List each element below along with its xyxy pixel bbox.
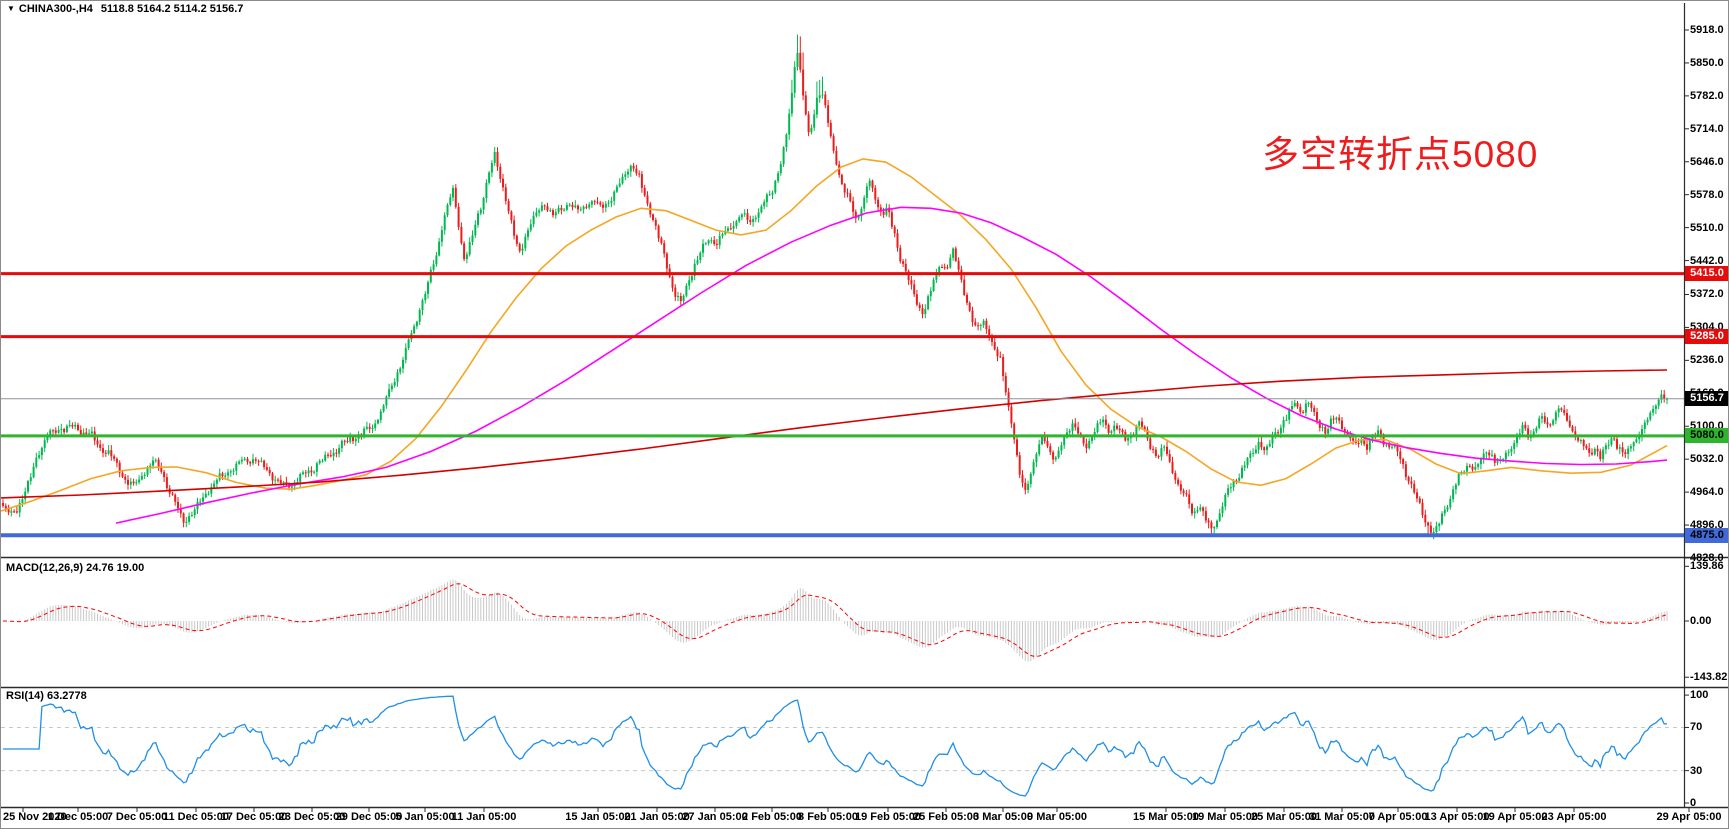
date-label: 9 Mar 05:00 <box>1027 811 1087 823</box>
date-label: 15 Jan 05:00 <box>565 811 631 823</box>
ma-fast-orange <box>1 158 1668 512</box>
date-label: 29 Dec 05:00 <box>335 811 403 823</box>
price-tick-label: 5714.0 <box>1690 122 1724 135</box>
date-label: 7 Dec 05:00 <box>106 811 168 823</box>
price-tick-label: 5442.0 <box>1690 254 1724 267</box>
price-tick-label: 5510.0 <box>1690 221 1724 234</box>
bear-bodies <box>2 52 1666 533</box>
date-label: 27 Jan 05:00 <box>682 811 748 823</box>
pane-borders <box>1 3 1728 809</box>
macd-layer <box>3 579 1668 662</box>
date-label: 29 Apr 05:00 <box>1656 811 1722 823</box>
date-label: 25 Mar 05:00 <box>1250 811 1318 823</box>
date-label: 1 Dec 05:00 <box>47 811 109 823</box>
date-label: 5 Jan 05:00 <box>395 811 455 823</box>
window-menu-arrow-icon[interactable]: ▼ <box>7 4 15 13</box>
rsi-line <box>3 695 1667 797</box>
price-badge-current-price-5156.7: 5156.7 <box>1685 391 1728 407</box>
axis-ticks <box>22 29 1690 812</box>
price-badge-resistance-5285: 5285.0 <box>1685 329 1728 345</box>
candlestick-layer <box>2 34 1668 540</box>
date-label: 3 Mar 05:00 <box>973 811 1033 823</box>
price-tick-label: 4964.0 <box>1690 486 1724 499</box>
rsi-tick-label: 70 <box>1690 721 1703 734</box>
ma-slow-red <box>1 369 1668 499</box>
rsi-tick-label: 30 <box>1690 764 1703 777</box>
price-tick-label: 5578.0 <box>1690 188 1724 201</box>
date-label: 17 Dec 05:00 <box>220 811 288 823</box>
macd-histogram <box>5 579 1668 662</box>
date-label: 31 Mar 05:00 <box>1308 811 1376 823</box>
price-tick-label: 5918.0 <box>1690 24 1724 36</box>
rsi-tick-label: 0 <box>1690 797 1697 809</box>
date-label: 2 Feb 05:00 <box>742 811 802 823</box>
price-tick-label: 5032.0 <box>1690 453 1724 466</box>
date-label: 23 Apr 05:00 <box>1541 811 1607 823</box>
price-tick-label: 4828.0 <box>1690 551 1724 564</box>
rsi-layer <box>1 695 1684 797</box>
date-label: 13 Apr 05:00 <box>1424 811 1490 823</box>
date-label: 19 Mar 05:00 <box>1191 811 1259 823</box>
rsi-tick-label: 100 <box>1690 689 1709 702</box>
date-label: 25 Feb 05:00 <box>912 811 980 823</box>
date-label: 25 Nov 2020 <box>3 811 67 823</box>
macd-indicator-label: MACD(12,26,9) 24.76 19.00 <box>6 562 145 574</box>
price-tick-label: 5850.0 <box>1690 56 1724 69</box>
macd-signal-line <box>3 583 1668 657</box>
price-badge-pivot-5080: 5080.0 <box>1685 428 1728 444</box>
date-label: 11 Jan 05:00 <box>451 811 517 823</box>
symbol-timeframe-label: CHINA300-,H4 <box>18 3 93 15</box>
macd-tick-label: -143.82 <box>1690 671 1728 684</box>
date-label: 11 Dec 05:00 <box>162 811 230 823</box>
date-label: 23 Dec 05:00 <box>278 811 346 823</box>
chart-title: ▼ CHINA300-,H4 5118.8 5164.2 5114.2 5156.7 <box>7 3 243 15</box>
moving-average-layer <box>1 158 1668 524</box>
horizontal-lines-layer <box>1 272 1684 538</box>
date-label: 21 Jan 05:00 <box>624 811 690 823</box>
bull-wicks <box>10 34 1668 540</box>
price-badge-support-4875: 4875.0 <box>1685 527 1728 543</box>
macd-tick-label: 0.00 <box>1690 615 1712 627</box>
rsi-indicator-label: RSI(14) 63.2778 <box>6 690 87 702</box>
date-label: 19 Apr 05:00 <box>1482 811 1548 823</box>
price-tick-label: 5782.0 <box>1690 89 1724 102</box>
price-tick-label: 5372.0 <box>1690 288 1724 301</box>
macd-tick-label: 139.86 <box>1690 560 1724 573</box>
ma-mid-magenta <box>115 206 1668 524</box>
pivot-annotation-text: 多空转折点5080 <box>1262 134 1539 175</box>
price-tick-label: 5646.0 <box>1690 155 1724 168</box>
date-label: 7 Apr 05:00 <box>1368 811 1428 823</box>
price-badge-resistance-5415: 5415.0 <box>1685 266 1728 282</box>
price-tick-label: 5236.0 <box>1690 354 1724 367</box>
date-label: 19 Feb 05:00 <box>854 811 922 823</box>
ohlc-values: 5118.8 5164.2 5114.2 5156.7 <box>100 3 244 15</box>
date-label: 15 Mar 05:00 <box>1132 811 1200 823</box>
date-label: 8 Feb 05:00 <box>798 811 858 823</box>
